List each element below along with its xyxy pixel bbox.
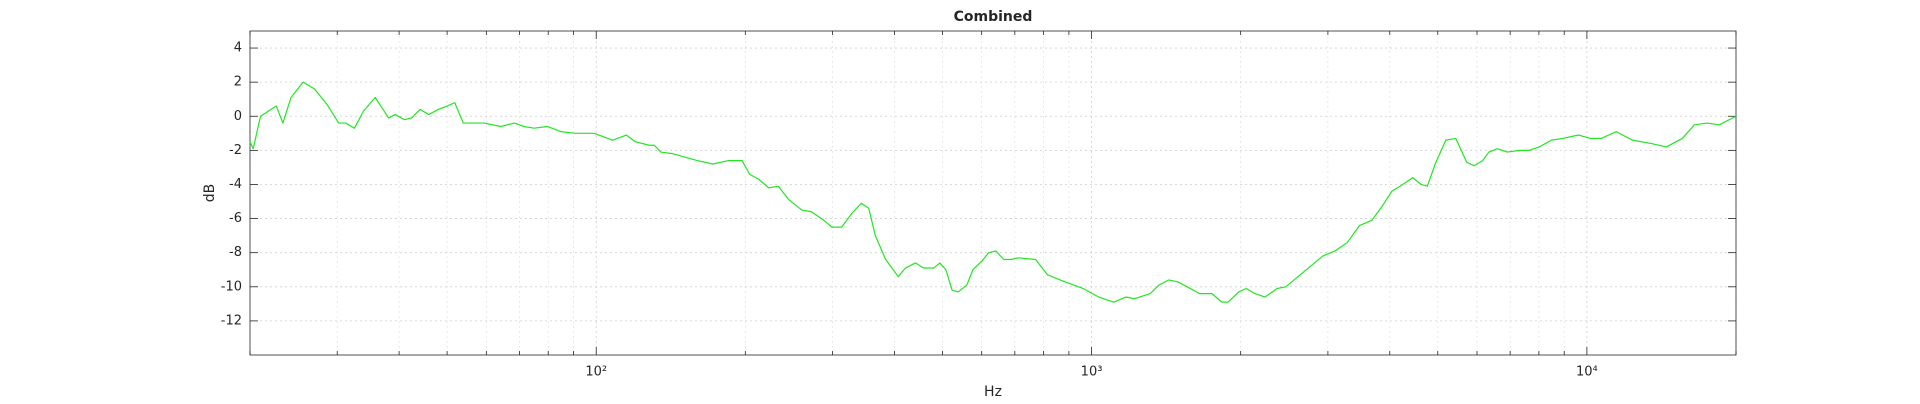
y-tick-label: -8 [229, 245, 242, 260]
y-tick-label: -10 [221, 279, 242, 294]
y-tick-label: -12 [221, 313, 242, 328]
plot-frame [249, 30, 1737, 356]
y-axis-label: dB [202, 184, 218, 203]
y-tick-label: -6 [229, 211, 242, 226]
x-axis-label: Hz [984, 384, 1002, 400]
y-tick-label: -2 [229, 143, 242, 158]
y-tick-label: 4 [234, 41, 242, 56]
x-tick-label: 10² [585, 365, 607, 380]
y-tick-label: -4 [229, 177, 242, 192]
chart-title: Combined [954, 9, 1033, 25]
y-tick-label: 2 [234, 75, 242, 90]
y-tick-label: 0 [234, 109, 242, 124]
x-tick-label: 10⁴ [1576, 365, 1598, 380]
line-series [249, 81, 1737, 303]
x-tick-label: 10³ [1081, 365, 1103, 380]
